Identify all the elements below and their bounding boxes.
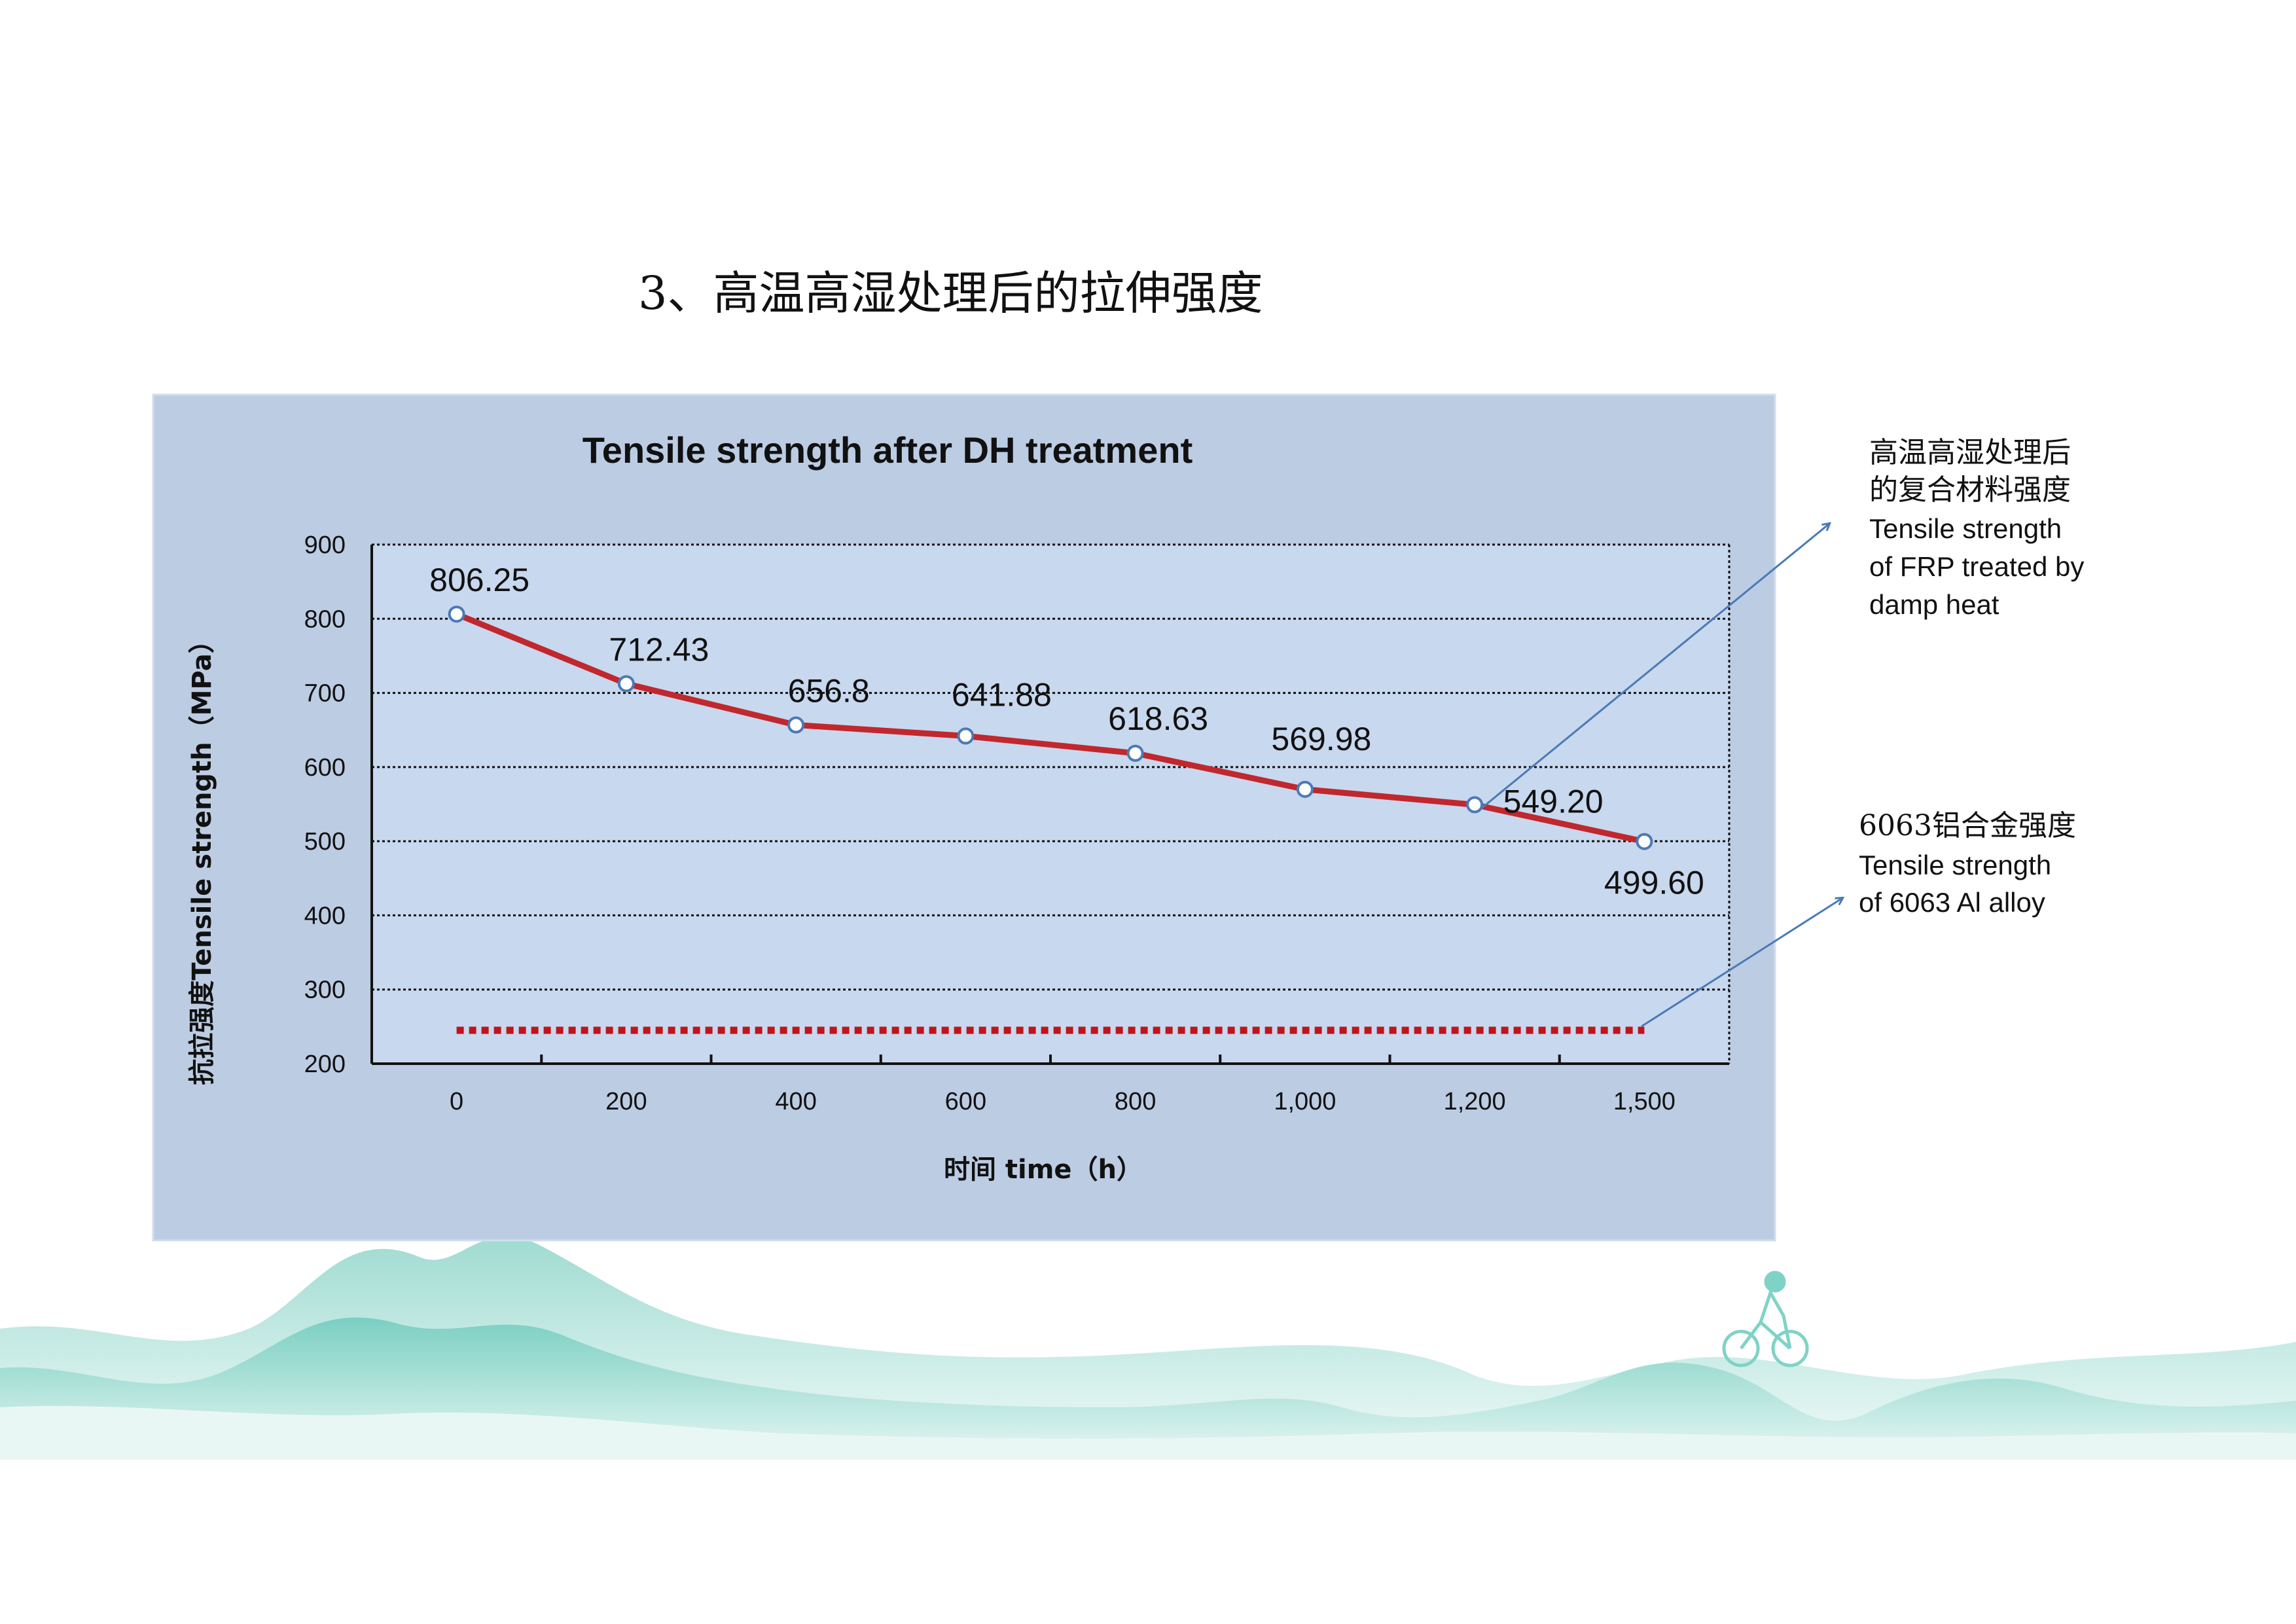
plot-background xyxy=(372,545,1729,1064)
series-layer xyxy=(448,605,1653,1034)
data-label: 806.25 xyxy=(429,562,529,598)
plot-area: 200 300 400 500 600 700 800 900 0 200 400 600 800 1,… xyxy=(304,532,1731,1115)
cyclist-icon xyxy=(1722,1271,1809,1367)
x-tick-labels: 0 200 400 600 800 1,000 1,200 1,500 xyxy=(450,1088,1676,1115)
data-point xyxy=(957,727,975,745)
al-annotation-en-1: Tensile strength xyxy=(1859,850,2051,880)
al-annotation-cn: 6063铝合金强度 xyxy=(1859,809,2076,842)
y-tick-label: 200 xyxy=(304,1051,346,1078)
al-annotation-arrow xyxy=(1641,898,1842,1028)
data-point xyxy=(787,716,805,734)
gridlines xyxy=(372,543,1729,991)
x-tick-label: 400 xyxy=(775,1088,816,1115)
frp-annotation-en-1: Tensile strength xyxy=(1869,513,2062,544)
frp-annotation-en-2: of FRP treated by xyxy=(1869,551,2084,582)
y-tick-label: 400 xyxy=(304,902,346,929)
frp-annotation-cn-2: 的复合材料强度 xyxy=(1869,473,2071,507)
y-tick-labels: 200 300 400 500 600 700 800 900 xyxy=(304,532,346,1078)
data-point xyxy=(1126,744,1144,762)
x-tick-label: 200 xyxy=(605,1088,647,1115)
data-point xyxy=(1466,796,1484,814)
data-label: 549.20 xyxy=(1503,783,1604,820)
data-point xyxy=(448,605,465,623)
x-tick-label: 800 xyxy=(1115,1088,1156,1115)
data-point xyxy=(1636,833,1653,850)
y-axis-title: 抗拉强度Tensile strength（MPa） xyxy=(187,627,217,1085)
frp-annotation-arrow xyxy=(1480,524,1829,810)
data-label: 641.88 xyxy=(952,676,1052,713)
y-tick-label: 300 xyxy=(304,977,346,1004)
y-tick-label: 800 xyxy=(304,605,346,633)
al-annotation-en-2: of 6063 Al alloy xyxy=(1859,887,2045,918)
frp-annotation-en-3: damp heat xyxy=(1869,589,2000,620)
y-tick-label: 500 xyxy=(304,828,346,856)
series-line-frp xyxy=(455,611,1645,844)
y-tick-label: 900 xyxy=(304,532,346,559)
data-point xyxy=(1296,780,1314,798)
y-tick-label: 700 xyxy=(304,680,346,708)
x-tick-label: 600 xyxy=(945,1088,986,1115)
data-point xyxy=(617,675,635,693)
x-axis-title: 时间 time（h） xyxy=(944,1155,1143,1185)
data-label: 656.8 xyxy=(788,673,870,710)
x-tick-label: 1,500 xyxy=(1613,1088,1676,1115)
x-tick-label: 1,000 xyxy=(1274,1088,1336,1115)
axes xyxy=(370,545,1731,1065)
data-label: 618.63 xyxy=(1108,700,1208,737)
data-label: 712.43 xyxy=(609,631,709,668)
data-labels: 806.25 712.43 656.8 641.88 618.63 569.98 549.2… xyxy=(429,562,1704,901)
y-tick-label: 600 xyxy=(304,754,346,782)
chart-title: Tensile strength after DH treatment xyxy=(583,429,1193,471)
x-tick-label: 1,200 xyxy=(1444,1088,1506,1115)
x-tick-label: 0 xyxy=(450,1088,463,1115)
data-label: 499.60 xyxy=(1604,865,1704,901)
frp-annotation-cn-1: 高温高湿处理后 xyxy=(1869,436,2071,469)
data-label: 569.98 xyxy=(1271,721,1371,757)
page-heading: 3、高温高湿处理后的拉伸强度 xyxy=(638,266,1263,320)
mountain-decoration xyxy=(0,1236,2296,1460)
